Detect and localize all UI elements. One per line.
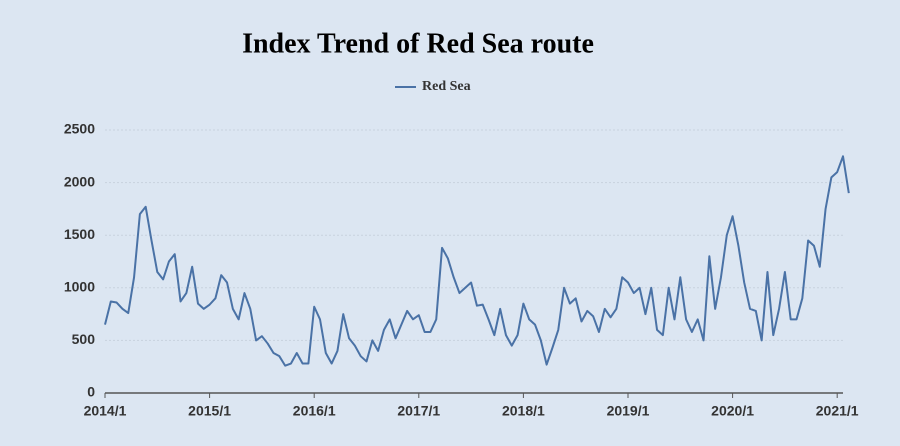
x-tick-label: 2021/1 xyxy=(816,403,859,419)
series-line xyxy=(104,155,850,367)
y-tick-label: 1000 xyxy=(64,279,95,295)
x-tick-label: 2014/1 xyxy=(84,403,127,419)
x-tick-label: 2017/1 xyxy=(397,403,440,419)
chart-title: Index Trend of Red Sea route xyxy=(242,28,594,59)
x-tick-label: 2016/1 xyxy=(293,403,336,419)
y-tick-label: 2000 xyxy=(64,173,95,189)
y-tick-label: 500 xyxy=(72,331,96,347)
x-tick-label: 2015/1 xyxy=(188,403,231,419)
x-tick-label: 2020/1 xyxy=(711,403,754,419)
legend-label: Red Sea xyxy=(422,79,471,94)
x-tick-label: 2019/1 xyxy=(607,403,650,419)
y-tick-label: 2500 xyxy=(64,121,95,137)
x-tick-label: 2018/1 xyxy=(502,403,545,419)
y-tick-label: 1500 xyxy=(64,226,95,242)
y-tick-label: 0 xyxy=(87,384,95,400)
